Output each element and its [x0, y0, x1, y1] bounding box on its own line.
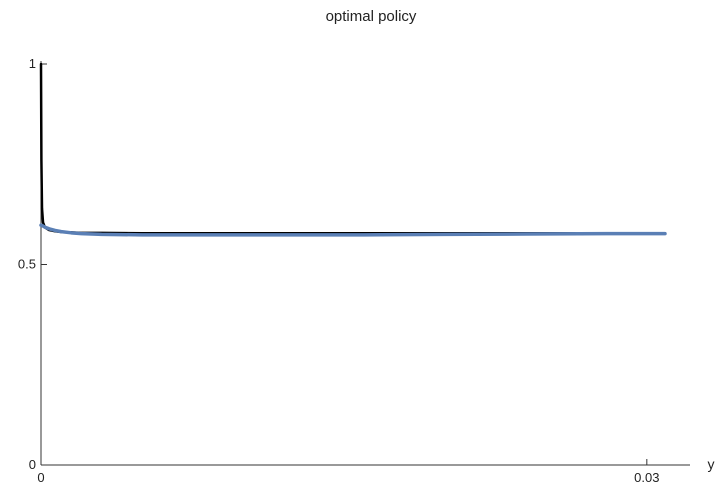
series-line-2 — [39, 223, 667, 237]
y-tick-label: 0.5 — [18, 257, 36, 272]
series-layer — [39, 62, 667, 237]
axis-ticks: 0 0.03 0 0.5 1 — [18, 56, 660, 485]
y-tick-label: 0 — [29, 457, 36, 472]
x-tick-label: 0 — [37, 470, 44, 485]
x-tick-label: 0.03 — [634, 470, 659, 485]
chart-title: optimal policy — [326, 8, 417, 25]
series-line-1 — [39, 62, 667, 235]
x-axis-label: y — [708, 456, 715, 472]
y-tick-label: 1 — [29, 56, 36, 71]
